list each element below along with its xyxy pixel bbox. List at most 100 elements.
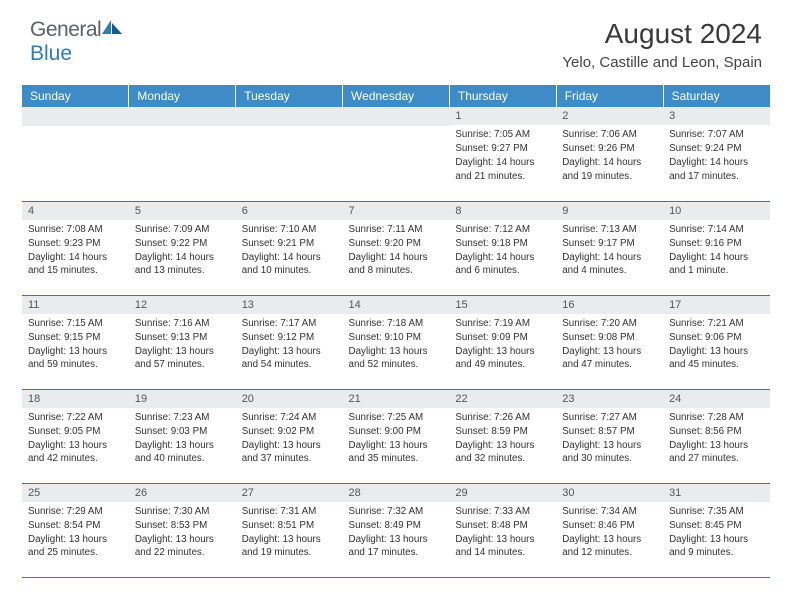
- day-detail: Sunrise: 7:15 AMSunset: 9:15 PMDaylight:…: [22, 316, 129, 377]
- day-number: 3: [663, 107, 770, 125]
- day-detail: Sunrise: 7:22 AMSunset: 9:05 PMDaylight:…: [22, 410, 129, 471]
- daylight-text: Daylight: 13 hours and 59 minutes.: [28, 345, 123, 371]
- day-detail: Sunrise: 7:24 AMSunset: 9:02 PMDaylight:…: [236, 410, 343, 471]
- calendar-day-cell: [343, 107, 450, 201]
- day-detail: Sunrise: 7:18 AMSunset: 9:10 PMDaylight:…: [343, 316, 450, 377]
- sunset-text: Sunset: 8:54 PM: [28, 519, 123, 532]
- sunset-text: Sunset: 9:23 PM: [28, 237, 123, 250]
- day-detail: Sunrise: 7:05 AMSunset: 9:27 PMDaylight:…: [449, 127, 556, 188]
- sunrise-text: Sunrise: 7:35 AM: [669, 505, 764, 518]
- sunrise-text: Sunrise: 7:15 AM: [28, 317, 123, 330]
- calendar-week-row: 1Sunrise: 7:05 AMSunset: 9:27 PMDaylight…: [22, 107, 770, 201]
- day-detail: Sunrise: 7:23 AMSunset: 9:03 PMDaylight:…: [129, 410, 236, 471]
- day-detail: Sunrise: 7:27 AMSunset: 8:57 PMDaylight:…: [556, 410, 663, 471]
- day-number: 26: [129, 484, 236, 502]
- daylight-text: Daylight: 14 hours and 17 minutes.: [669, 156, 764, 182]
- day-number: 18: [22, 390, 129, 408]
- day-detail: Sunrise: 7:25 AMSunset: 9:00 PMDaylight:…: [343, 410, 450, 471]
- day-number: 27: [236, 484, 343, 502]
- calendar-day-cell: 21 Sunrise: 7:25 AMSunset: 9:00 PMDayligh…: [343, 389, 450, 483]
- sunset-text: Sunset: 9:09 PM: [455, 331, 550, 344]
- daylight-text: Daylight: 13 hours and 45 minutes.: [669, 345, 764, 371]
- calendar-week-row: 25Sunrise: 7:29 AMSunset: 8:54 PMDayligh…: [22, 483, 770, 577]
- sunset-text: Sunset: 9:06 PM: [669, 331, 764, 344]
- calendar-day-cell: [236, 107, 343, 201]
- day-detail: Sunrise: 7:34 AMSunset: 8:46 PMDaylight:…: [556, 504, 663, 565]
- sunrise-text: Sunrise: 7:21 AM: [669, 317, 764, 330]
- sunrise-text: Sunrise: 7:24 AM: [242, 411, 337, 424]
- weekday-header: Saturday: [663, 85, 770, 107]
- daylight-text: Daylight: 13 hours and 12 minutes.: [562, 533, 657, 559]
- day-detail: Sunrise: 7:28 AMSunset: 8:56 PMDaylight:…: [663, 410, 770, 471]
- sunrise-text: Sunrise: 7:19 AM: [455, 317, 550, 330]
- calendar-week-row: 11Sunrise: 7:15 AMSunset: 9:15 PMDayligh…: [22, 295, 770, 389]
- daylight-text: Daylight: 13 hours and 30 minutes.: [562, 439, 657, 465]
- calendar-day-cell: 13Sunrise: 7:17 AMSunset: 9:12 PMDayligh…: [236, 295, 343, 389]
- sunrise-text: Sunrise: 7:08 AM: [28, 223, 123, 236]
- day-detail: Sunrise: 7:12 AMSunset: 9:18 PMDaylight:…: [449, 222, 556, 283]
- daylight-text: Daylight: 13 hours and 27 minutes.: [669, 439, 764, 465]
- day-number: 31: [663, 484, 770, 502]
- sunrise-text: Sunrise: 7:06 AM: [562, 128, 657, 141]
- calendar-day-cell: 27Sunrise: 7:31 AMSunset: 8:51 PMDayligh…: [236, 483, 343, 577]
- daylight-text: Daylight: 14 hours and 8 minutes.: [349, 251, 444, 277]
- daylight-text: Daylight: 13 hours and 19 minutes.: [242, 533, 337, 559]
- sunset-text: Sunset: 9:27 PM: [455, 142, 550, 155]
- sunset-text: Sunset: 9:22 PM: [135, 237, 230, 250]
- day-detail: Sunrise: 7:21 AMSunset: 9:06 PMDaylight:…: [663, 316, 770, 377]
- sunset-text: Sunset: 9:15 PM: [28, 331, 123, 344]
- day-number: [343, 107, 450, 126]
- calendar-day-cell: 24Sunrise: 7:28 AMSunset: 8:56 PMDayligh…: [663, 389, 770, 483]
- day-detail: Sunrise: 7:13 AMSunset: 9:17 PMDaylight:…: [556, 222, 663, 283]
- title-block: August 2024 Yelo, Castille and Leon, Spa…: [562, 18, 762, 71]
- sunrise-text: Sunrise: 7:31 AM: [242, 505, 337, 518]
- sunset-text: Sunset: 9:24 PM: [669, 142, 764, 155]
- sunrise-text: Sunrise: 7:07 AM: [669, 128, 764, 141]
- daylight-text: Daylight: 13 hours and 17 minutes.: [349, 533, 444, 559]
- calendar-day-cell: 6Sunrise: 7:10 AMSunset: 9:21 PMDaylight…: [236, 201, 343, 295]
- day-number: 19: [129, 390, 236, 408]
- day-detail: Sunrise: 7:29 AMSunset: 8:54 PMDaylight:…: [22, 504, 129, 565]
- sunset-text: Sunset: 9:21 PM: [242, 237, 337, 250]
- logo-word1: General: [30, 18, 101, 42]
- sunrise-text: Sunrise: 7:33 AM: [455, 505, 550, 518]
- day-detail: Sunrise: 7:35 AMSunset: 8:45 PMDaylight:…: [663, 504, 770, 565]
- page-header: General August 2024 Yelo, Castille and L…: [0, 0, 792, 79]
- day-detail: Sunrise: 7:10 AMSunset: 9:21 PMDaylight:…: [236, 222, 343, 283]
- sunset-text: Sunset: 8:48 PM: [455, 519, 550, 532]
- day-number: [129, 107, 236, 126]
- calendar-day-cell: 8Sunrise: 7:12 AMSunset: 9:18 PMDaylight…: [449, 201, 556, 295]
- sunset-text: Sunset: 9:26 PM: [562, 142, 657, 155]
- calendar-day-cell: 29Sunrise: 7:33 AMSunset: 8:48 PMDayligh…: [449, 483, 556, 577]
- calendar-day-cell: 7Sunrise: 7:11 AMSunset: 9:20 PMDaylight…: [343, 201, 450, 295]
- daylight-text: Daylight: 14 hours and 6 minutes.: [455, 251, 550, 277]
- weekday-header: Wednesday: [343, 85, 450, 107]
- calendar-day-cell: 4Sunrise: 7:08 AMSunset: 9:23 PMDaylight…: [22, 201, 129, 295]
- daylight-text: Daylight: 14 hours and 1 minute.: [669, 251, 764, 277]
- calendar-day-cell: 9Sunrise: 7:13 AMSunset: 9:17 PMDaylight…: [556, 201, 663, 295]
- day-detail: Sunrise: 7:06 AMSunset: 9:26 PMDaylight:…: [556, 127, 663, 188]
- sunset-text: Sunset: 8:57 PM: [562, 425, 657, 438]
- day-number: 2: [556, 107, 663, 125]
- day-detail: Sunrise: 7:09 AMSunset: 9:22 PMDaylight:…: [129, 222, 236, 283]
- daylight-text: Daylight: 13 hours and 32 minutes.: [455, 439, 550, 465]
- day-detail: Sunrise: 7:26 AMSunset: 8:59 PMDaylight:…: [449, 410, 556, 471]
- day-number: 21: [343, 390, 450, 408]
- calendar-day-cell: 26Sunrise: 7:30 AMSunset: 8:53 PMDayligh…: [129, 483, 236, 577]
- day-number: 22: [449, 390, 556, 408]
- day-number: 16: [556, 296, 663, 314]
- daylight-text: Daylight: 14 hours and 13 minutes.: [135, 251, 230, 277]
- calendar-day-cell: 5Sunrise: 7:09 AMSunset: 9:22 PMDaylight…: [129, 201, 236, 295]
- day-detail: Sunrise: 7:16 AMSunset: 9:13 PMDaylight:…: [129, 316, 236, 377]
- calendar-day-cell: 18 Sunrise: 7:22 AMSunset: 9:05 PMDayligh…: [22, 389, 129, 483]
- daylight-text: Daylight: 13 hours and 57 minutes.: [135, 345, 230, 371]
- day-number: 13: [236, 296, 343, 314]
- calendar-day-cell: 23Sunrise: 7:27 AMSunset: 8:57 PMDayligh…: [556, 389, 663, 483]
- daylight-text: Daylight: 14 hours and 15 minutes.: [28, 251, 123, 277]
- calendar-day-cell: 11Sunrise: 7:15 AMSunset: 9:15 PMDayligh…: [22, 295, 129, 389]
- calendar-day-cell: 10Sunrise: 7:14 AMSunset: 9:16 PMDayligh…: [663, 201, 770, 295]
- calendar-day-cell: 25Sunrise: 7:29 AMSunset: 8:54 PMDayligh…: [22, 483, 129, 577]
- daylight-text: Daylight: 13 hours and 40 minutes.: [135, 439, 230, 465]
- sunrise-text: Sunrise: 7:05 AM: [455, 128, 550, 141]
- day-detail: Sunrise: 7:08 AMSunset: 9:23 PMDaylight:…: [22, 222, 129, 283]
